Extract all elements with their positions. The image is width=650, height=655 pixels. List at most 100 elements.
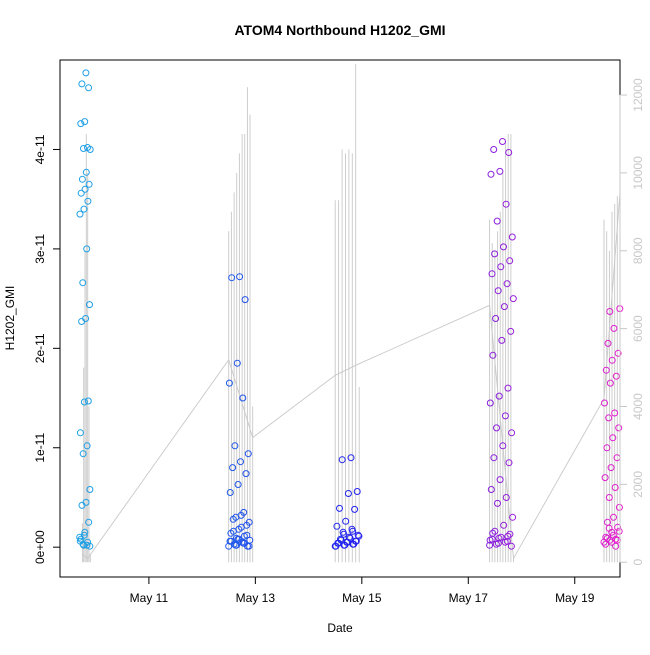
- data-point: [337, 535, 344, 543]
- data-point: [336, 504, 343, 512]
- data-point: [84, 144, 91, 151]
- data-point: [498, 336, 506, 344]
- data-point: [502, 494, 510, 501]
- x-tick-label: May 11: [130, 591, 169, 605]
- data-point: [346, 534, 354, 542]
- data-point: [76, 210, 84, 218]
- data-point: [232, 541, 240, 549]
- data-point: [610, 324, 618, 332]
- y-tick-label: 3e-11: [33, 234, 47, 264]
- data-point: [501, 412, 509, 420]
- data-point: [487, 486, 495, 493]
- data-point: [603, 534, 611, 542]
- x-tick-label: May 19: [555, 591, 595, 605]
- data-point: [242, 470, 250, 478]
- data-point: [237, 511, 245, 519]
- data-point: [500, 303, 508, 311]
- data-point: [84, 397, 92, 405]
- data-point: [490, 454, 498, 462]
- data-point: [605, 414, 613, 422]
- y-right-tick-label: 6000: [631, 315, 645, 342]
- y-tick-label: 0e+00: [33, 530, 47, 564]
- x-tick-label: May 15: [342, 591, 382, 605]
- data-point: [501, 538, 509, 546]
- data-point: [499, 442, 507, 450]
- data-point: [337, 536, 345, 544]
- data-point: [605, 524, 613, 532]
- x-axis: May 11 May 13 May 15 May 17 May 19: [130, 576, 595, 605]
- data-point: [506, 530, 514, 538]
- data-point: [245, 542, 253, 550]
- data-point: [493, 424, 500, 432]
- points-layer: [76, 69, 624, 550]
- data-point: [84, 197, 92, 205]
- data-point: [83, 245, 91, 253]
- data-point: [228, 274, 236, 282]
- data-point: [80, 145, 87, 152]
- data-point: [239, 394, 247, 402]
- data-point: [353, 488, 361, 495]
- data-point: [605, 494, 613, 501]
- data-point: [237, 458, 244, 466]
- data-point: [489, 529, 497, 537]
- data-point: [79, 450, 87, 458]
- data-point: [83, 442, 91, 450]
- data-point: [602, 533, 610, 541]
- data-point: [492, 540, 500, 548]
- data-point: [82, 168, 90, 176]
- data-point: [78, 318, 86, 325]
- data-point: [494, 499, 501, 507]
- data-point: [81, 185, 89, 193]
- data-point: [226, 489, 234, 496]
- data-point: [347, 454, 355, 462]
- data-point: [609, 434, 617, 442]
- data-point: [229, 515, 237, 523]
- data-point: [611, 484, 619, 491]
- data-point: [340, 530, 348, 538]
- data-point: [85, 180, 93, 188]
- data-point: [505, 459, 513, 467]
- data-point: [80, 398, 88, 406]
- data-point: [508, 429, 516, 437]
- data-point: [492, 315, 500, 322]
- y-right-tick-label: 8000: [631, 237, 645, 264]
- data-point: [234, 535, 242, 543]
- data-point: [604, 339, 612, 347]
- data-point: [603, 444, 611, 452]
- data-point: [351, 505, 359, 513]
- x-axis-label: Date: [327, 621, 353, 635]
- data-point: [355, 532, 363, 540]
- data-point: [509, 295, 517, 303]
- y-axis-label: H1202_GMI: [3, 286, 17, 351]
- data-point: [82, 498, 90, 506]
- data-point: [615, 424, 623, 432]
- data-point: [494, 287, 502, 295]
- data-point: [76, 537, 84, 545]
- data-point: [499, 138, 506, 145]
- y-right-tick-label: 2000: [631, 471, 645, 498]
- data-point: [338, 456, 346, 464]
- data-point: [495, 534, 503, 542]
- x-tick-label: May 17: [449, 591, 489, 605]
- data-point: [609, 531, 617, 539]
- data-point: [500, 243, 507, 251]
- data-point: [86, 486, 94, 493]
- y-right-tick-label: 4000: [631, 393, 645, 420]
- data-point: [488, 270, 496, 278]
- data-point: [225, 379, 233, 387]
- data-point: [82, 69, 90, 77]
- data-point: [84, 538, 92, 546]
- data-point: [608, 538, 615, 546]
- data-point: [77, 120, 85, 128]
- data-point: [344, 490, 352, 497]
- data-point: [82, 315, 90, 322]
- data-point: [83, 541, 91, 549]
- y-right-tick-label: 12000: [631, 78, 645, 112]
- data-point: [80, 205, 88, 213]
- chart-title: ATOM4 Northbound H1202_GMI: [234, 22, 445, 38]
- data-point: [606, 379, 614, 387]
- data-point: [506, 257, 514, 265]
- data-point: [232, 534, 240, 542]
- data-point: [236, 273, 244, 281]
